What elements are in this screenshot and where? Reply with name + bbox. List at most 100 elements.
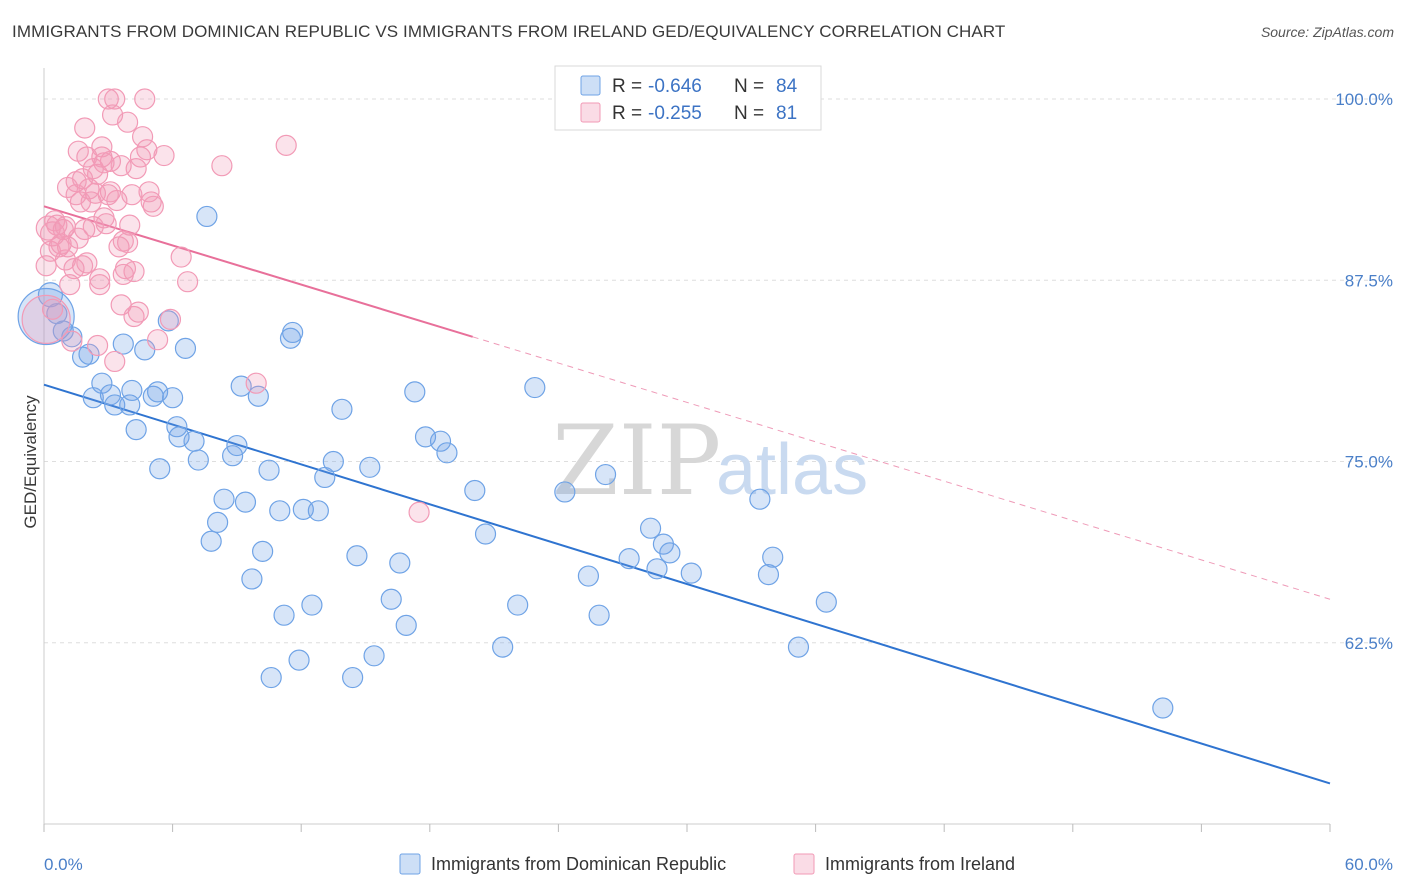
stats-legend: R = -0.646 N = 84 R = -0.255 N = 81 [554,65,822,131]
point-dominican-53 [363,645,385,667]
bottom-legend-swatch-pink [793,853,815,875]
y-tick-label-0: 62.5% [1345,634,1393,653]
point-ireland-32 [89,274,111,296]
y-tick-label-1: 75.0% [1345,453,1393,472]
trend-line-0 [43,383,1331,785]
point-dominican-29 [213,488,235,510]
point-ireland-13 [61,330,83,352]
point-dominican-48 [322,450,344,473]
point-dominican-50 [342,666,364,689]
legend-r-label-2: R = [612,103,642,124]
legend-swatch-pink [580,102,601,123]
point-ireland-47 [114,258,137,280]
point-dominican-23 [174,337,197,359]
point-dominican-38 [260,666,282,689]
point-ireland-17 [67,227,89,249]
watermark-atlas: atlas [716,430,868,510]
point-ireland-77 [95,213,117,235]
point-dominican-61 [464,479,486,502]
point-ireland-61 [153,144,175,167]
point-ireland-55 [131,126,154,148]
y-axis-label: GED/Equivalency [21,395,40,529]
point-dominican-79 [787,636,810,658]
point-ireland-41 [104,350,126,373]
legend-r-label-1: R = [612,76,642,97]
point-dominican-72 [646,558,668,580]
point-ireland-50 [121,184,143,206]
point-dominican-52 [359,456,381,478]
point-dominican-74 [659,542,681,564]
point-ireland-0 [21,294,71,344]
point-ireland-72 [408,501,430,523]
point-dominican-77 [757,563,780,586]
point-ireland-27 [82,216,104,238]
point-dominican-20 [162,387,184,409]
point-dominican-39 [269,500,291,522]
point-dominican-55 [389,552,411,574]
point-ireland-79 [123,305,145,328]
point-dominican-78 [762,546,784,568]
point-ireland-14 [63,258,85,280]
chart-title: IMMIGRANTS FROM DOMINICAN REPUBLIC VS IM… [12,22,1006,41]
point-dominican-76 [749,488,771,510]
point-dominican-45 [301,594,323,616]
point-ireland-39 [99,150,122,172]
point-ireland-30 [86,163,109,185]
point-ireland-60 [146,329,169,351]
x-tick-max: 60.0% [1345,855,1393,874]
point-ireland-21 [74,218,96,241]
legend-r-value-1: -0.646 [648,76,702,97]
point-dominican-36 [252,540,274,563]
point-ireland-4 [41,298,64,320]
legend-n-label-2: N = [734,103,764,124]
legend-swatch-blue [580,75,601,96]
data-points [17,88,1174,719]
point-dominican-59 [429,430,452,452]
series-legend: Immigrants from Dominican Republic Immig… [399,853,1015,875]
point-ireland-10 [56,236,79,258]
point-ireland-36 [93,152,115,174]
point-dominican-8 [91,372,113,394]
point-ireland-69 [104,88,126,110]
bottom-legend-label-2: Immigrants from Ireland [825,854,1015,874]
point-dominican-70 [618,548,640,570]
point-dominican-54 [380,588,402,610]
legend-r-value-2: -0.255 [648,103,702,124]
legend-n-label-1: N = [734,76,764,97]
point-dominican-25 [187,449,209,471]
point-dominican-51 [346,545,368,567]
point-dominican-63 [492,636,514,658]
point-dominican-14 [125,419,147,441]
point-dominican-16 [142,385,164,407]
point-ireland-52 [125,158,147,180]
point-dominican-1 [37,282,64,308]
bottom-legend-swatch-blue [399,853,421,875]
point-dominican-34 [241,568,263,590]
point-dominican-75 [680,562,702,584]
point-dominican-30 [222,445,244,467]
point-dominican-56 [395,614,417,636]
y-tick-label-3: 100.0% [1335,90,1393,109]
point-dominican-73 [652,533,675,555]
point-dominican-31 [226,434,248,457]
point-dominican-42 [282,321,304,344]
point-dominican-80 [815,591,837,613]
point-dominican-71 [639,517,662,539]
source-label: Source: ZipAtlas.com [1260,24,1394,40]
point-dominican-64 [507,594,529,616]
point-ireland-38 [99,181,122,203]
point-ireland-74 [44,210,66,232]
point-dominican-81 [1152,697,1174,719]
point-dominican-60 [436,442,458,464]
point-ireland-59 [142,195,164,217]
point-dominican-49 [331,398,353,420]
point-ireland-22 [74,117,96,139]
y-tick-label-2: 87.5% [1345,271,1393,290]
point-dominican-67 [577,565,600,587]
point-dominican-69 [594,463,617,486]
point-dominican-28 [207,511,229,534]
point-dominican-6 [78,343,100,365]
point-ireland-53 [127,301,149,323]
point-dominican-35 [247,385,269,407]
